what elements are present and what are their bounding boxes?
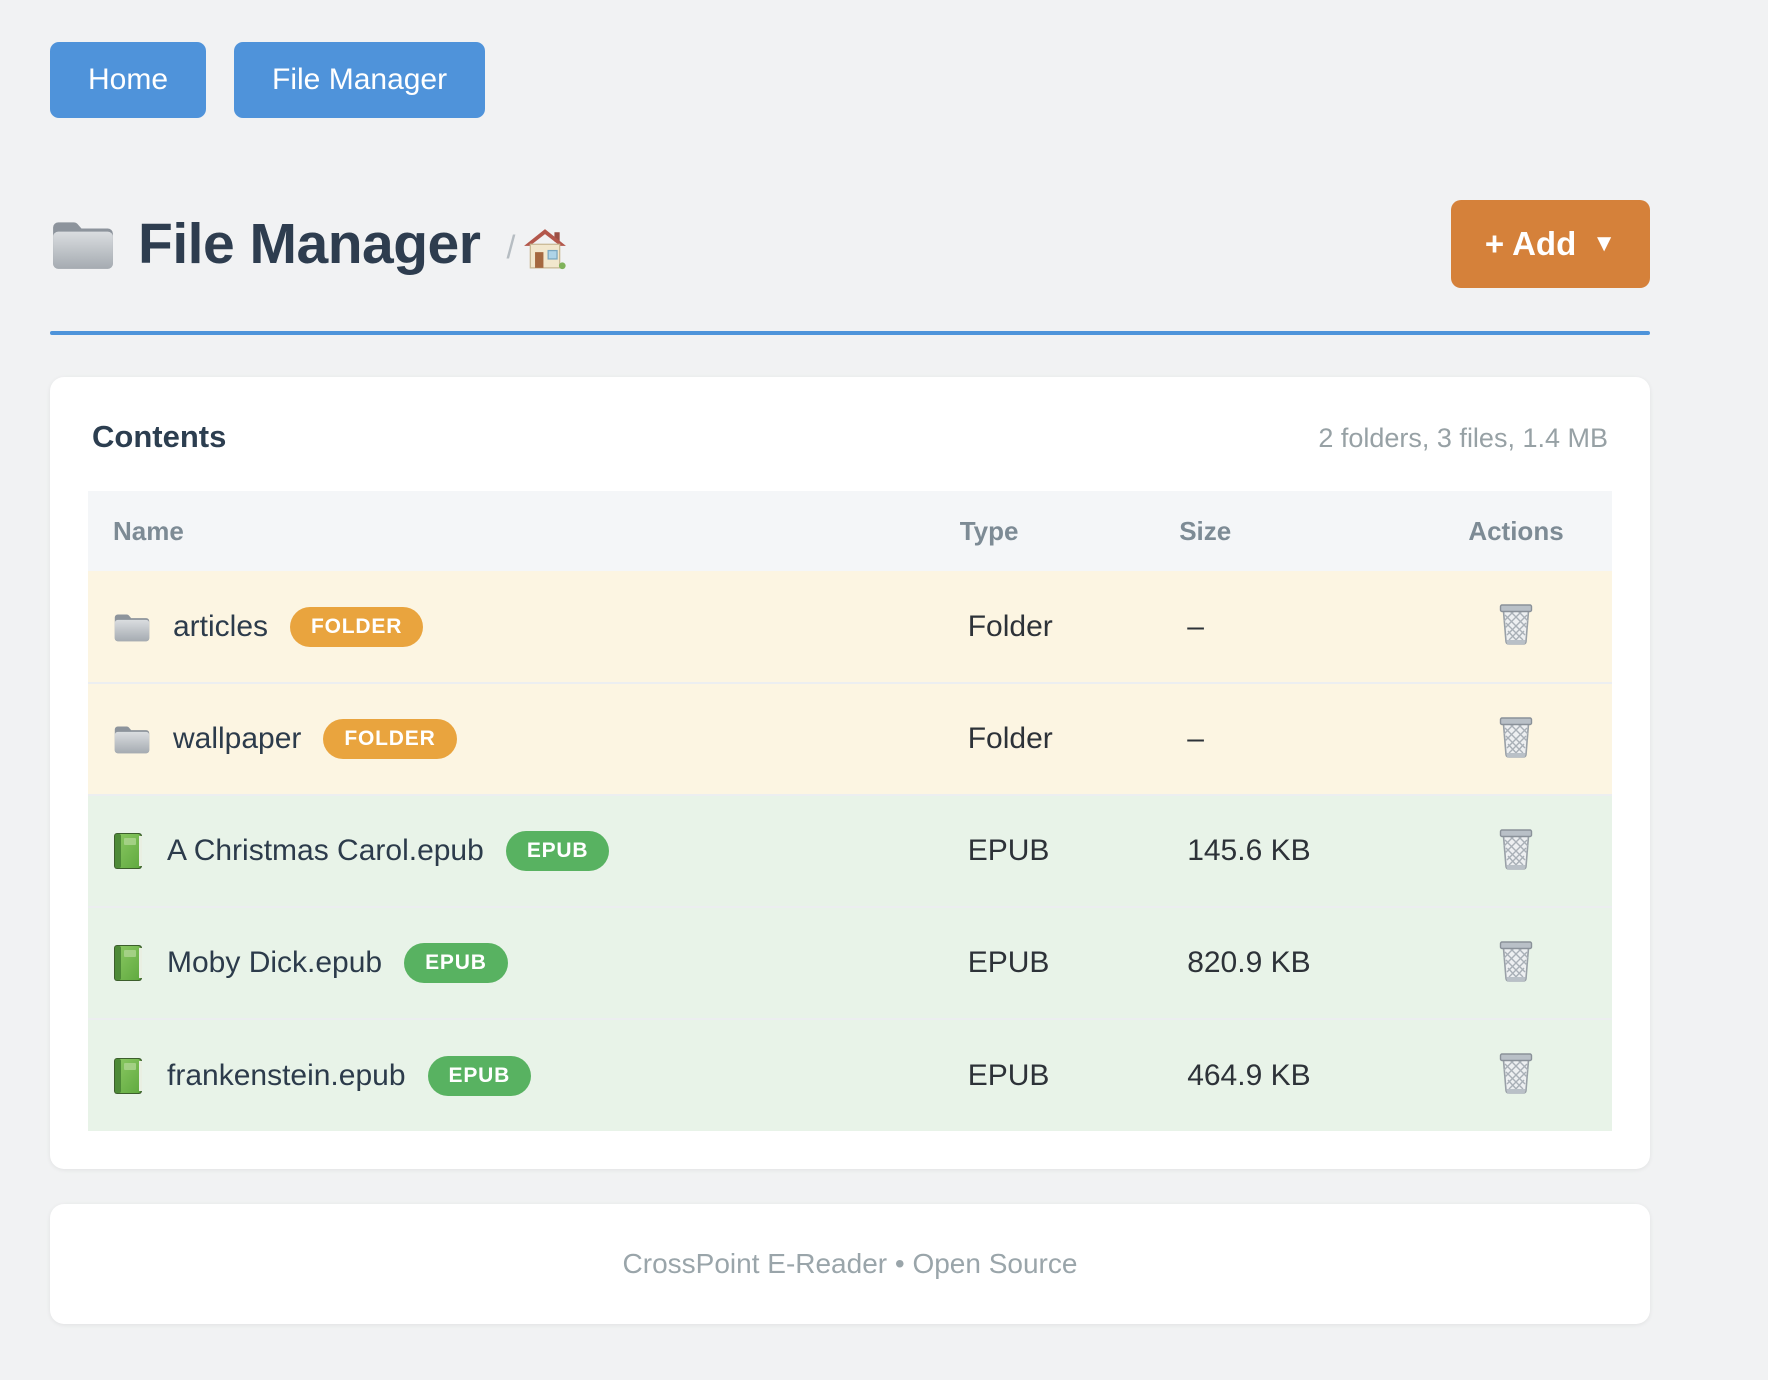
type-value: EPUB <box>967 834 1050 867</box>
type-value: Folder <box>967 722 1053 755</box>
size-value: 145.6 KB <box>1187 834 1311 867</box>
folder-icon <box>113 722 151 756</box>
title-group: File Manager / <box>50 211 567 277</box>
file-manager-button[interactable]: File Manager <box>234 42 486 118</box>
epub-badge: EPUB <box>427 1055 532 1096</box>
green-book-icon <box>113 944 145 982</box>
table-header-row: Name Type Size Actions <box>88 491 1612 571</box>
contents-card: Contents 2 folders, 3 files, 1.4 MB Name… <box>50 377 1650 1169</box>
table-row: A Christmas Carol.epub EPUB EPUB 145.6 K… <box>88 795 1612 907</box>
chevron-down-icon: ▼ <box>1592 230 1616 257</box>
header-rule <box>50 331 1650 335</box>
add-button[interactable]: + Add ▼ <box>1450 200 1650 288</box>
file-name[interactable]: Moby Dick.epub <box>167 946 383 979</box>
folder-badge: FOLDER <box>290 606 424 647</box>
file-name[interactable]: A Christmas Carol.epub <box>167 834 484 867</box>
trash-icon[interactable] <box>1496 1051 1536 1095</box>
green-book-icon <box>113 1057 145 1095</box>
size-value: – <box>1187 722 1204 755</box>
green-book-icon <box>113 832 145 870</box>
trash-icon[interactable] <box>1496 602 1536 646</box>
col-header-type: Type <box>959 515 1019 546</box>
page-header: File Manager / + Add ▼ <box>50 198 1650 290</box>
table-row: Moby Dick.epub EPUB EPUB 820.9 KB <box>88 907 1612 1019</box>
col-header-name: Name <box>113 515 184 546</box>
table-row: wallpaper FOLDER Folder – <box>88 683 1612 795</box>
size-value: – <box>1187 609 1204 643</box>
home-button[interactable]: Home <box>50 42 207 118</box>
top-nav: Home File Manager <box>50 0 1650 118</box>
file-table: Name Type Size Actions articles FOLDER F… <box>88 491 1612 1131</box>
contents-card-header: Contents 2 folders, 3 files, 1.4 MB <box>88 419 1612 455</box>
table-row: articles FOLDER Folder – <box>88 571 1612 683</box>
trash-icon[interactable] <box>1496 715 1536 759</box>
type-value: EPUB <box>967 1058 1050 1092</box>
folder-badge: FOLDER <box>323 719 457 759</box>
type-value: Folder <box>967 609 1053 643</box>
folder-icon <box>113 610 151 644</box>
footer: CrossPoint E-Reader • Open Source <box>50 1204 1650 1324</box>
epub-badge: EPUB <box>505 831 610 871</box>
breadcrumb-separator: / <box>506 228 516 265</box>
home-icon[interactable] <box>523 228 567 270</box>
folder-icon <box>50 217 116 271</box>
table-row: frankenstein.epub EPUB EPUB 464.9 KB <box>88 1019 1612 1131</box>
contents-title: Contents <box>92 419 227 454</box>
file-name[interactable]: wallpaper <box>173 722 302 755</box>
page-title: File Manager <box>138 212 481 276</box>
trash-icon[interactable] <box>1496 939 1536 983</box>
file-name[interactable]: articles <box>173 609 269 643</box>
page: Home File Manager File Manager / + Add ▼… <box>50 0 1650 1324</box>
size-value: 820.9 KB <box>1187 946 1311 979</box>
col-header-size: Size <box>1179 515 1232 546</box>
size-value: 464.9 KB <box>1187 1058 1311 1092</box>
col-header-actions: Actions <box>1468 515 1564 546</box>
file-name[interactable]: frankenstein.epub <box>167 1058 406 1092</box>
type-value: EPUB <box>967 946 1050 979</box>
footer-text: CrossPoint E-Reader • Open Source <box>622 1248 1078 1279</box>
trash-icon[interactable] <box>1496 827 1536 871</box>
contents-summary: 2 folders, 3 files, 1.4 MB <box>1318 423 1608 453</box>
add-button-label: + Add <box>1484 225 1577 262</box>
epub-badge: EPUB <box>404 943 508 983</box>
